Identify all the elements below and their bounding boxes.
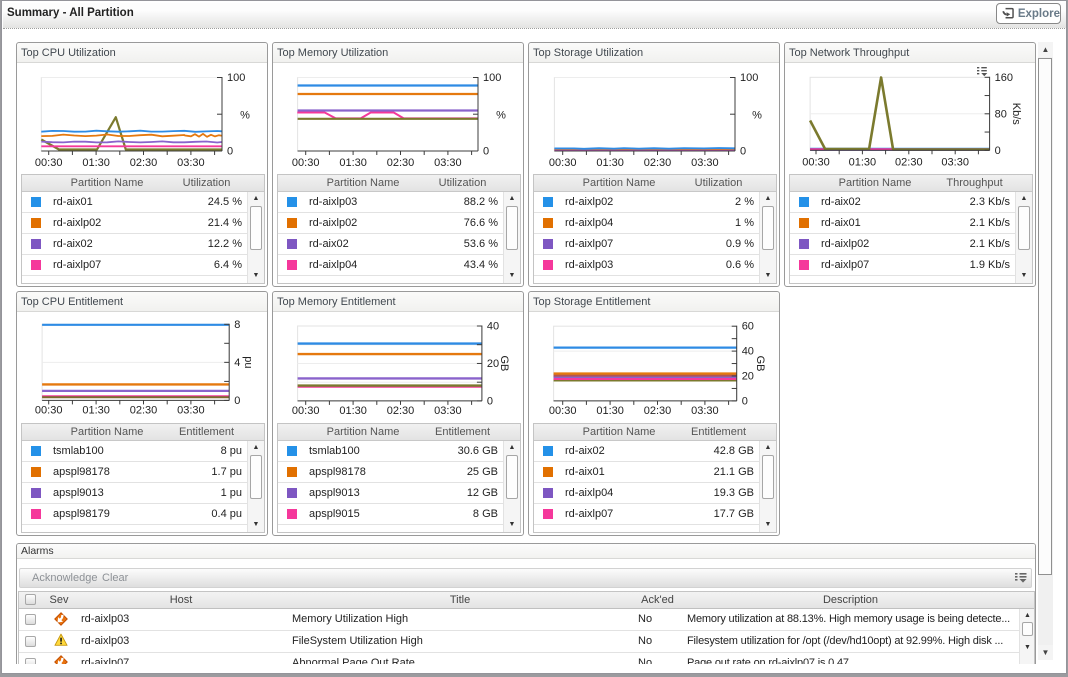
svg-text:GB: GB: [754, 356, 766, 372]
svg-text:100: 100: [483, 72, 501, 84]
svg-text:00:30: 00:30: [35, 157, 63, 169]
svg-text:20: 20: [487, 358, 499, 370]
svg-text:00:30: 00:30: [549, 405, 577, 417]
svg-text:4: 4: [234, 357, 240, 369]
svg-text:100: 100: [740, 72, 758, 84]
svg-text:%: %: [240, 109, 250, 121]
svg-text:0: 0: [740, 146, 746, 158]
svg-text:02:30: 02:30: [895, 156, 923, 168]
svg-text:02:30: 02:30: [644, 405, 672, 417]
svg-text:03:30: 03:30: [691, 157, 719, 169]
svg-text:100: 100: [227, 72, 245, 84]
svg-text:02:30: 02:30: [387, 405, 415, 417]
svg-text:00:30: 00:30: [292, 157, 320, 169]
svg-text:00:30: 00:30: [802, 156, 830, 168]
svg-text:0: 0: [995, 145, 1001, 157]
svg-text:%: %: [496, 109, 506, 121]
svg-text:00:30: 00:30: [35, 404, 63, 416]
svg-text:01:30: 01:30: [596, 405, 624, 417]
svg-text:02:30: 02:30: [130, 404, 158, 416]
svg-text:01:30: 01:30: [339, 405, 367, 417]
svg-text:01:30: 01:30: [339, 157, 367, 169]
svg-text:03:30: 03:30: [691, 405, 719, 417]
svg-text:01:30: 01:30: [82, 157, 110, 169]
svg-text:0: 0: [483, 146, 489, 158]
svg-text:01:30: 01:30: [82, 404, 110, 416]
svg-text:GB: GB: [498, 355, 510, 371]
svg-text:160: 160: [995, 72, 1013, 84]
svg-text:03:30: 03:30: [941, 156, 969, 168]
svg-text:20: 20: [742, 371, 754, 383]
svg-text:0: 0: [742, 395, 748, 407]
svg-text:80: 80: [995, 108, 1007, 120]
svg-text:Kb/s: Kb/s: [1010, 103, 1022, 126]
svg-text:0: 0: [487, 395, 493, 407]
svg-text:03:30: 03:30: [434, 157, 462, 169]
svg-text:pu: pu: [242, 356, 254, 368]
svg-text:0: 0: [227, 146, 233, 158]
svg-text:0: 0: [234, 395, 240, 407]
svg-text:02:30: 02:30: [130, 157, 158, 169]
svg-text:02:30: 02:30: [387, 157, 415, 169]
svg-text:8: 8: [234, 319, 240, 331]
svg-text:01:30: 01:30: [596, 157, 624, 169]
svg-text:40: 40: [742, 346, 754, 358]
svg-text:40: 40: [487, 321, 499, 333]
svg-text:00:30: 00:30: [549, 157, 577, 169]
svg-text:03:30: 03:30: [177, 157, 205, 169]
svg-text:60: 60: [742, 321, 754, 333]
svg-text:00:30: 00:30: [292, 405, 320, 417]
svg-text:03:30: 03:30: [177, 404, 205, 416]
svg-text:%: %: [752, 109, 762, 121]
svg-text:02:30: 02:30: [644, 157, 672, 169]
svg-text:01:30: 01:30: [849, 156, 877, 168]
svg-text:03:30: 03:30: [434, 405, 462, 417]
